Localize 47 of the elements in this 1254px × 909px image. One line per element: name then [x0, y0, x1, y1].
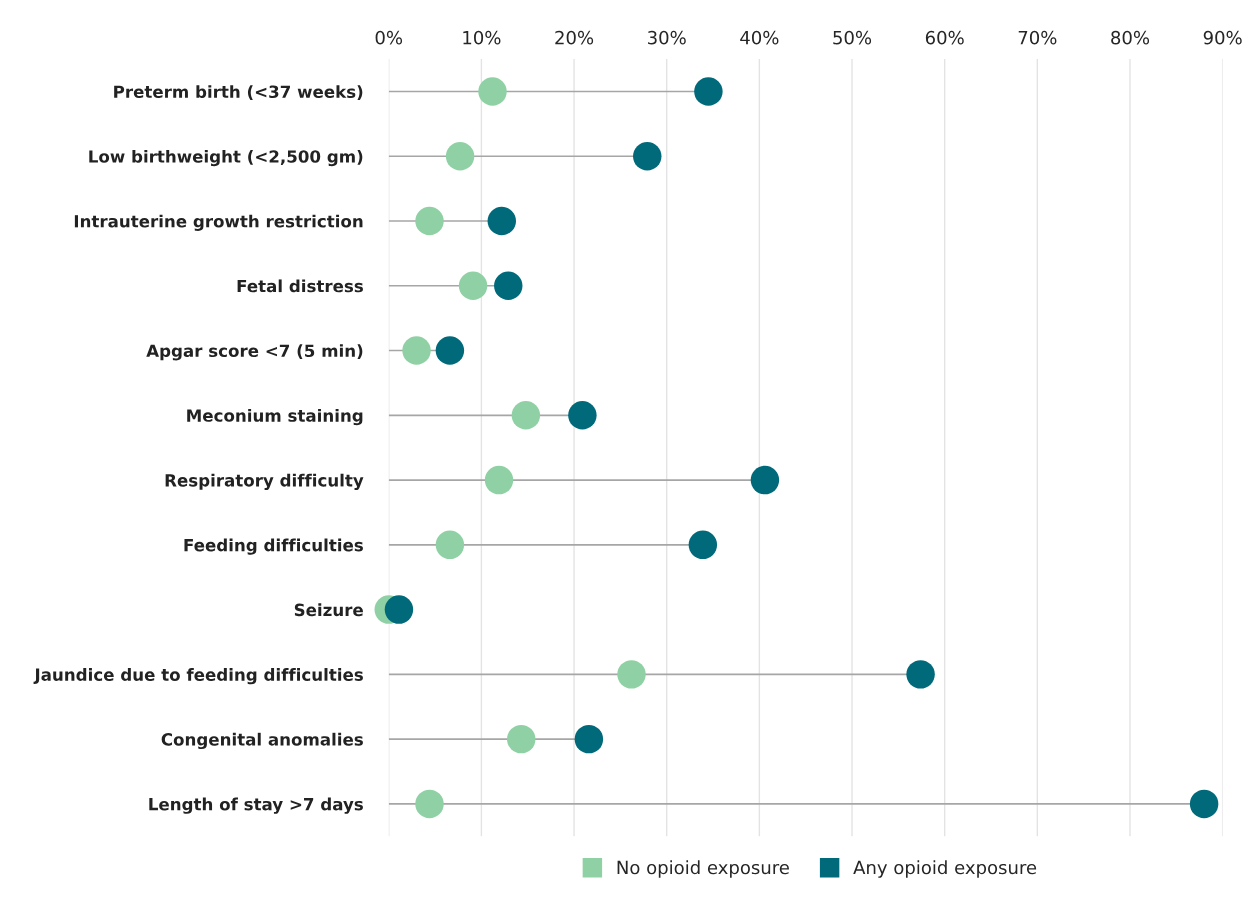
x-tick-label: 70%	[1018, 30, 1057, 45]
y-tick-label: Preterm birth (<37 weeks)	[114, 85, 363, 100]
point	[415, 206, 444, 236]
x-tick-label: 80%	[1111, 30, 1150, 45]
point	[694, 77, 723, 106]
legend-label: No opioid exposure	[617, 860, 789, 878]
y-tick-label: Length of stay >7 days	[149, 797, 363, 814]
legend-label: Any opioid exposure	[853, 860, 1037, 878]
point	[906, 660, 935, 689]
y-tick-label: Fetal distress	[237, 279, 363, 293]
x-tick-label: 0%	[375, 30, 403, 45]
point	[1189, 789, 1219, 819]
y-tick-label: Respiratory difficulty	[165, 473, 364, 490]
point	[487, 206, 517, 236]
y-tick-label: Intrauterine growth restriction	[74, 214, 363, 231]
point	[384, 595, 414, 624]
point	[435, 336, 465, 365]
point	[688, 530, 718, 560]
y-tick-label: Jaundice due to feeding difficulties	[33, 668, 363, 685]
y-tick-label: Meconium staining	[187, 408, 363, 426]
x-tick-label: 40%	[740, 30, 779, 45]
point	[574, 724, 604, 754]
point	[568, 401, 597, 430]
point	[484, 465, 514, 495]
y-tick-label: Feeding difficulties	[184, 538, 363, 555]
point	[507, 724, 536, 754]
y-tick-label: Low birthweight (<2,500 gm)	[89, 149, 363, 167]
y-tick-label: Apgar score <7 (5 min)	[146, 344, 363, 361]
point	[478, 77, 507, 106]
x-tick-label: 20%	[555, 30, 594, 45]
y-tick-label: Seizure	[294, 603, 363, 617]
point	[458, 271, 488, 300]
point	[511, 401, 541, 430]
x-tick-label: 90%	[1203, 30, 1242, 45]
x-tick-label: 50%	[833, 30, 872, 45]
x-tick-label: 30%	[648, 30, 686, 45]
point	[617, 660, 646, 689]
x-tick-label: 10%	[463, 30, 501, 45]
point	[750, 465, 780, 495]
point	[633, 142, 662, 171]
point	[415, 789, 444, 819]
x-tick-label: 60%	[925, 30, 964, 45]
point	[435, 530, 465, 560]
point	[445, 142, 475, 171]
point	[402, 336, 431, 365]
point	[494, 271, 523, 300]
y-tick-label: Congenital anomalies	[161, 732, 363, 750]
